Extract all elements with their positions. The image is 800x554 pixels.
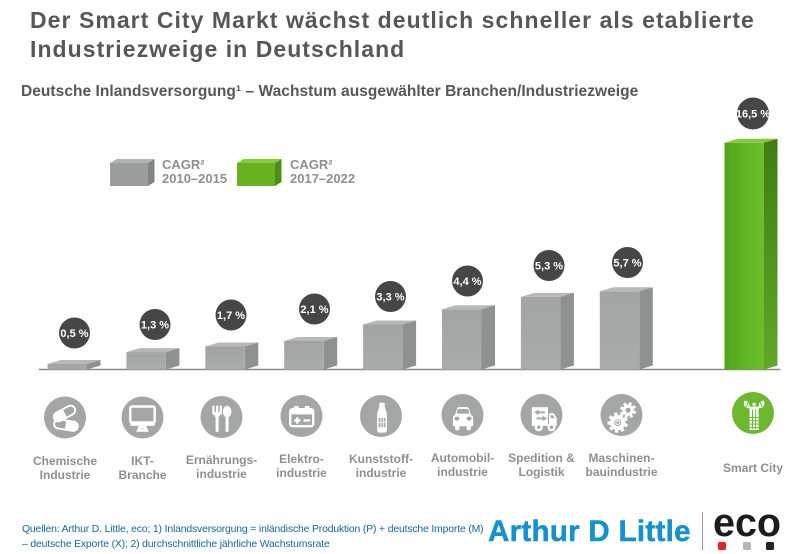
svg-text:0,5 %: 0,5 % — [60, 328, 88, 340]
svg-text:5,7 %: 5,7 % — [613, 257, 641, 269]
svg-text:1,7 %: 1,7 % — [217, 310, 245, 322]
svg-text:5,3 %: 5,3 % — [535, 260, 563, 272]
svg-text:1,3 %: 1,3 % — [141, 319, 169, 331]
svg-text:16,5 %: 16,5 % — [736, 108, 770, 120]
svg-text:3,3 %: 3,3 % — [376, 291, 404, 303]
svg-text:4,4 %: 4,4 % — [453, 276, 481, 288]
svg-text:2,1 %: 2,1 % — [300, 304, 328, 316]
